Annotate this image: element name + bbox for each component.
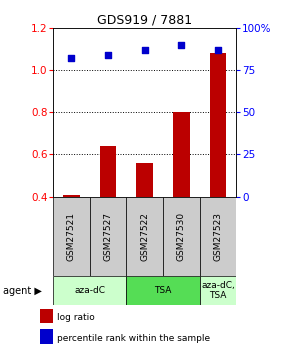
Bar <box>126 276 200 305</box>
Text: log ratio: log ratio <box>57 313 95 322</box>
Text: GSM27527: GSM27527 <box>104 212 112 261</box>
Bar <box>173 112 190 197</box>
Text: GSM27523: GSM27523 <box>214 212 222 261</box>
Bar <box>40 309 53 323</box>
Text: GSM27530: GSM27530 <box>177 212 186 261</box>
Text: aza-dC: aza-dC <box>74 286 105 295</box>
Text: percentile rank within the sample: percentile rank within the sample <box>57 334 210 343</box>
Point <box>69 55 74 61</box>
Bar <box>200 197 236 276</box>
Text: GSM27522: GSM27522 <box>140 212 149 261</box>
Title: GDS919 / 7881: GDS919 / 7881 <box>97 13 192 27</box>
Text: GSM27521: GSM27521 <box>67 212 76 261</box>
Point <box>216 47 221 52</box>
Text: aza-dC,
TSA: aza-dC, TSA <box>201 281 235 300</box>
Text: agent ▶: agent ▶ <box>3 286 42 296</box>
Bar <box>210 53 226 197</box>
Point <box>179 42 184 47</box>
Bar <box>200 276 236 305</box>
Bar <box>40 329 53 344</box>
Bar <box>126 197 163 276</box>
Point <box>142 47 147 52</box>
Bar <box>53 276 126 305</box>
Bar <box>136 163 153 197</box>
Bar <box>90 197 126 276</box>
Bar <box>53 197 90 276</box>
Bar <box>100 146 116 197</box>
Bar <box>163 197 200 276</box>
Point <box>105 52 110 57</box>
Bar <box>63 195 80 197</box>
Text: TSA: TSA <box>154 286 172 295</box>
